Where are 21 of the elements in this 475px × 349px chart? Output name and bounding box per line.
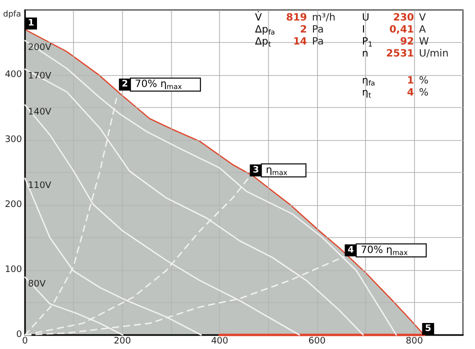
- x-tick-label: 800: [406, 336, 424, 346]
- x-tick-label: 200: [114, 336, 132, 346]
- text: U 230 V: [362, 12, 426, 24]
- y-tick-label: 300: [4, 135, 22, 145]
- series-label: 80V: [28, 280, 46, 290]
- text: V̇ 819 m³/h: [255, 12, 336, 24]
- y-tick-label: 400: [4, 70, 22, 80]
- annotation: 5: [424, 324, 432, 334]
- y-axis-title: dpfa: [3, 10, 22, 18]
- text: n 2531 U/min: [362, 48, 449, 60]
- x-tick-label: 600: [308, 336, 326, 346]
- annotation: 1: [28, 18, 34, 28]
- y-tick-label: 0: [16, 330, 22, 340]
- text: I 0,41 A: [362, 24, 426, 36]
- series-label: 200V: [28, 43, 52, 54]
- series-label: 140V: [28, 107, 52, 118]
- y-tick-label: 200: [4, 200, 22, 210]
- series-label: 170V: [28, 72, 52, 82]
- x-tick-label: 400: [211, 336, 229, 346]
- y-tick-label: 100: [4, 265, 22, 275]
- series-label: 110V: [28, 180, 52, 191]
